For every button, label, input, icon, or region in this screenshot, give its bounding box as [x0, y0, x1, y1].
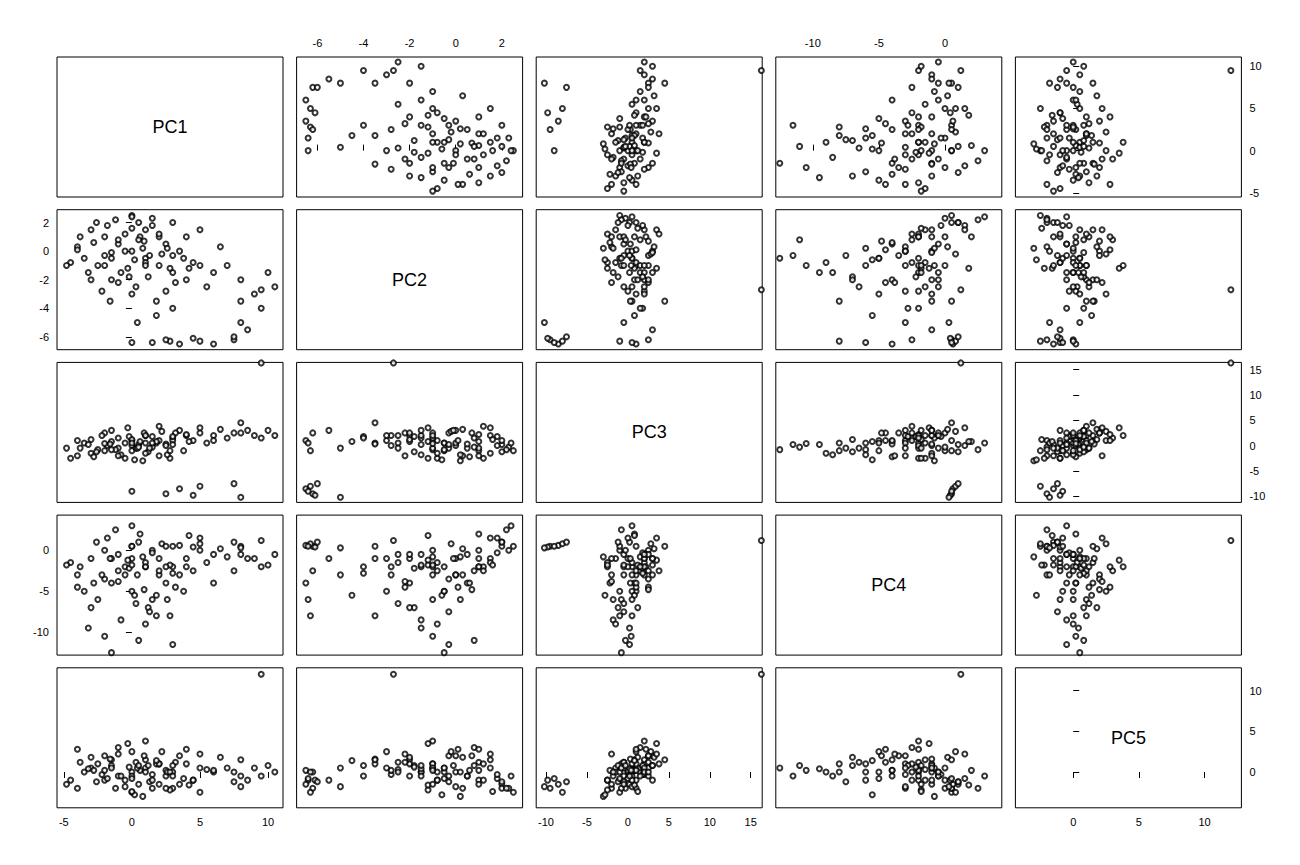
svg-text:PC2: PC2: [392, 270, 427, 290]
svg-text:-5: -5: [59, 816, 69, 828]
svg-text:15: 15: [745, 816, 757, 828]
svg-text:5: 5: [1136, 816, 1142, 828]
svg-text:0: 0: [1249, 145, 1255, 157]
svg-text:-10: -10: [33, 626, 49, 638]
svg-text:5: 5: [1249, 725, 1255, 737]
svg-text:0: 0: [453, 37, 459, 49]
svg-text:-10: -10: [805, 37, 821, 49]
svg-text:-5: -5: [39, 585, 49, 597]
svg-text:-5: -5: [582, 816, 592, 828]
svg-text:2: 2: [499, 37, 505, 49]
svg-text:-6: -6: [312, 37, 322, 49]
svg-text:10: 10: [1249, 389, 1261, 401]
svg-text:-10: -10: [1249, 490, 1265, 502]
svg-text:0: 0: [43, 544, 49, 556]
svg-text:-4: -4: [39, 302, 49, 314]
svg-text:-5: -5: [1249, 465, 1259, 477]
svg-text:10: 10: [262, 816, 274, 828]
svg-text:0: 0: [1070, 816, 1076, 828]
svg-text:10: 10: [704, 816, 716, 828]
svg-text:PC4: PC4: [871, 575, 906, 595]
svg-text:0: 0: [1249, 766, 1255, 778]
svg-text:-10: -10: [538, 816, 554, 828]
svg-text:-4: -4: [359, 37, 369, 49]
svg-text:5: 5: [666, 816, 672, 828]
svg-text:PC3: PC3: [632, 422, 667, 442]
svg-text:0: 0: [942, 37, 948, 49]
svg-text:10: 10: [1198, 816, 1210, 828]
svg-text:-2: -2: [405, 37, 415, 49]
svg-text:PC5: PC5: [1111, 728, 1146, 748]
svg-text:-2: -2: [39, 274, 49, 286]
svg-text:5: 5: [1249, 414, 1255, 426]
svg-text:5: 5: [197, 816, 203, 828]
svg-text:2: 2: [43, 217, 49, 229]
svg-text:10: 10: [1249, 685, 1261, 697]
svg-text:0: 0: [625, 816, 631, 828]
svg-text:-5: -5: [874, 37, 884, 49]
svg-text:0: 0: [43, 245, 49, 257]
svg-text:5: 5: [1249, 102, 1255, 114]
svg-text:10: 10: [1249, 60, 1261, 72]
svg-text:-5: -5: [1249, 187, 1259, 199]
svg-text:-6: -6: [39, 331, 49, 343]
svg-text:0: 0: [1249, 440, 1255, 452]
svg-text:PC1: PC1: [152, 117, 187, 137]
svg-text:0: 0: [129, 816, 135, 828]
svg-text:15: 15: [1249, 364, 1261, 376]
